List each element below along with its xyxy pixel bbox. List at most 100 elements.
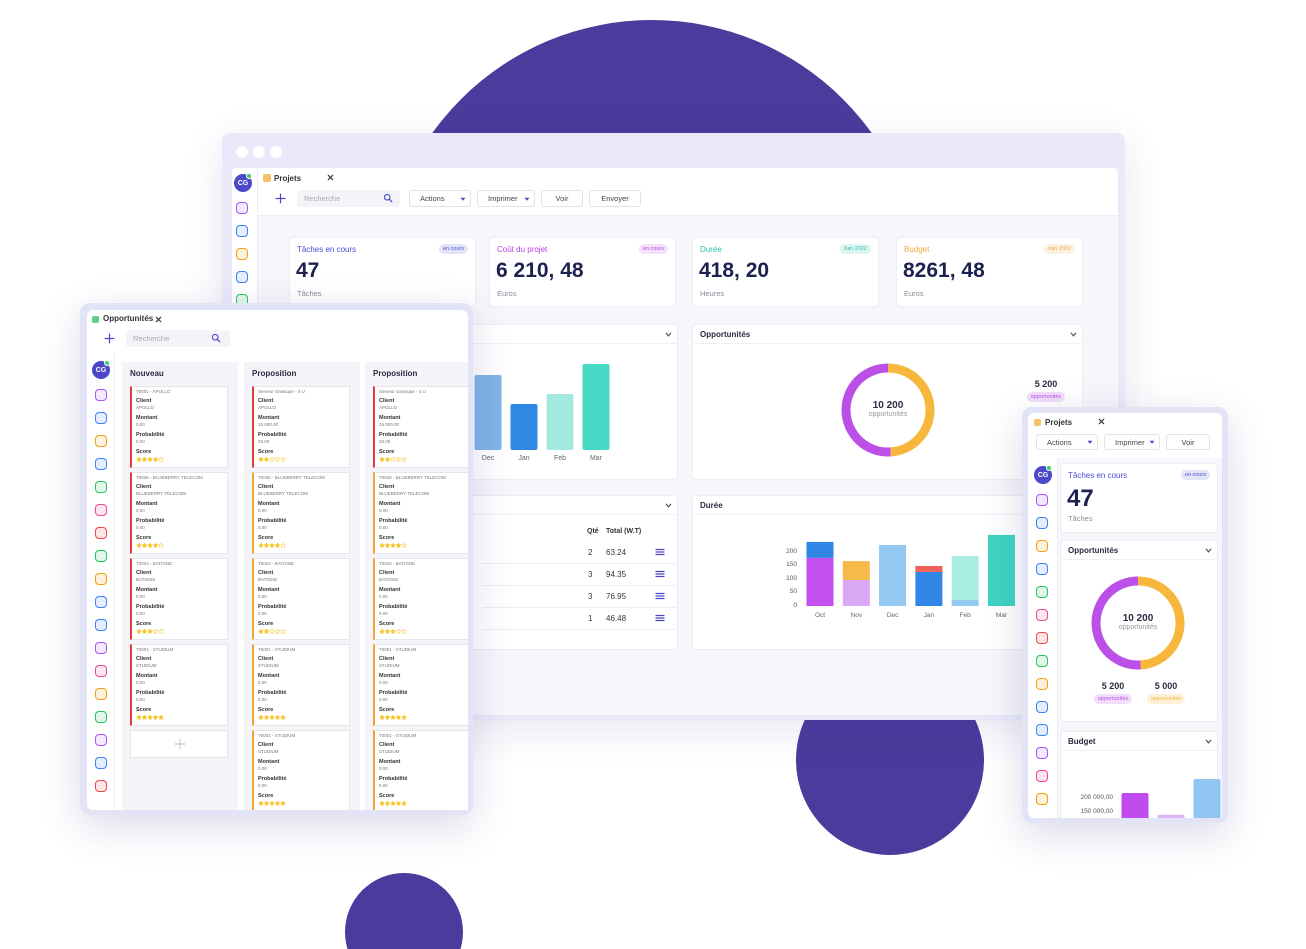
card-ref: T0024 - BATIGNE — [258, 561, 295, 566]
card-ref: T0001 - APOLLO — [136, 389, 171, 394]
kpi-title: Coût du projet — [497, 245, 548, 254]
button[interactable]: Actions — [1036, 434, 1098, 450]
opportunity-card[interactable] — [252, 644, 350, 726]
kpi-value: 47 — [1067, 485, 1094, 512]
button[interactable]: Envoyer — [589, 190, 641, 207]
nav-icon[interactable] — [1036, 563, 1048, 575]
opportunity-card[interactable] — [130, 472, 228, 554]
nav-icon[interactable] — [1036, 609, 1048, 621]
panel-title: Budget — [1068, 737, 1096, 746]
button[interactable]: Voir — [541, 190, 583, 207]
field-label: Score — [258, 535, 274, 541]
nav-icon[interactable] — [236, 225, 248, 237]
nav-icon[interactable] — [236, 202, 248, 214]
nav-icon[interactable] — [95, 389, 107, 401]
button[interactable]: Imprimer — [477, 190, 535, 207]
opportunity-card[interactable] — [373, 386, 468, 468]
nav-icon[interactable] — [1036, 724, 1048, 736]
star — [257, 628, 265, 635]
star — [274, 456, 281, 463]
nav-icon[interactable] — [95, 688, 107, 700]
button[interactable]: Voir — [1166, 434, 1210, 450]
field-value: APOLLO — [136, 405, 155, 410]
nav-icon[interactable] — [95, 619, 107, 631]
score — [378, 714, 408, 721]
cell-total: 46.48 — [606, 614, 627, 623]
nav-icon[interactable] — [1036, 678, 1048, 690]
field-value: 15 000.00 — [258, 422, 279, 427]
field-label: Score — [258, 449, 274, 455]
opportunity-card[interactable] — [252, 730, 350, 810]
score-stars — [257, 800, 287, 807]
opportunity-card[interactable] — [373, 472, 468, 554]
nav-icon[interactable] — [95, 642, 107, 654]
nav-icon[interactable] — [95, 435, 107, 447]
opportunity-card[interactable] — [252, 386, 350, 468]
field-label: Probabilité — [258, 432, 287, 438]
nav-icon[interactable] — [95, 504, 107, 516]
opportunity-card[interactable] — [373, 558, 468, 640]
opportunity-card[interactable] — [252, 472, 350, 554]
nav-icon[interactable] — [95, 734, 107, 746]
field-label: Client — [258, 398, 274, 404]
icon — [1149, 440, 1155, 444]
opportunity-card[interactable] — [373, 644, 468, 726]
star — [141, 456, 148, 463]
icon — [655, 614, 665, 622]
donut-slice — [841, 363, 891, 457]
button[interactable]: Imprimer — [1104, 434, 1160, 450]
nav-icon[interactable] — [1036, 770, 1048, 782]
nav-icon[interactable] — [1036, 632, 1048, 644]
nav-icon[interactable] — [1036, 586, 1048, 598]
donut-total: 10 200 — [872, 400, 904, 411]
field-label: Montant — [379, 501, 401, 507]
nav-icon[interactable] — [1036, 517, 1048, 529]
nav-icon[interactable] — [95, 573, 107, 585]
bar-segment — [842, 580, 870, 606]
nav-icon[interactable] — [95, 711, 107, 723]
field-label: Probabilité — [258, 604, 287, 610]
opportunity-card[interactable] — [130, 644, 228, 726]
y-tick-label: 150 — [786, 561, 797, 569]
nav-icon[interactable] — [95, 596, 107, 608]
nav-icon[interactable] — [95, 458, 107, 470]
field-value: APOLLO — [258, 405, 277, 410]
score-stars — [257, 628, 287, 635]
nav-icon[interactable] — [95, 481, 107, 493]
nav-icon[interactable] — [95, 527, 107, 539]
opportunity-card[interactable] — [252, 558, 350, 640]
nav-icon[interactable] — [236, 248, 248, 260]
tab-label[interactable]: Projets — [274, 174, 302, 183]
nav-icon[interactable] — [1036, 655, 1048, 667]
tab-label[interactable]: Projets — [1045, 418, 1073, 427]
nav-icon[interactable] — [236, 271, 248, 283]
tab-label[interactable]: Opportunités — [103, 314, 154, 323]
star — [157, 628, 165, 635]
nav-icon[interactable] — [95, 780, 107, 792]
score — [378, 542, 408, 549]
button[interactable]: Actions — [409, 190, 471, 207]
field-label: Probabilité — [136, 604, 165, 610]
star — [384, 542, 391, 549]
status-dot — [1046, 465, 1052, 471]
field-label: Score — [379, 449, 395, 455]
tab-icon — [1034, 419, 1041, 426]
opportunity-card[interactable] — [130, 386, 228, 468]
nav-icon[interactable] — [95, 757, 107, 769]
nav-icon[interactable] — [1036, 793, 1048, 805]
search-box[interactable] — [297, 190, 400, 207]
nav-icon[interactable] — [1036, 701, 1048, 713]
search-box[interactable] — [126, 330, 230, 347]
nav-icon[interactable] — [1036, 540, 1048, 552]
opportunity-card[interactable] — [373, 730, 468, 810]
star — [395, 456, 402, 463]
nav-icon[interactable] — [95, 412, 107, 424]
kpi-badge: en cours — [1180, 470, 1210, 480]
star — [141, 542, 148, 549]
nav-icon[interactable] — [95, 550, 107, 562]
opportunity-card[interactable] — [130, 558, 228, 640]
nav-icon[interactable] — [95, 665, 107, 677]
nav-icon[interactable] — [1036, 747, 1048, 759]
nav-icon[interactable] — [1036, 494, 1048, 506]
icon — [1098, 418, 1105, 425]
